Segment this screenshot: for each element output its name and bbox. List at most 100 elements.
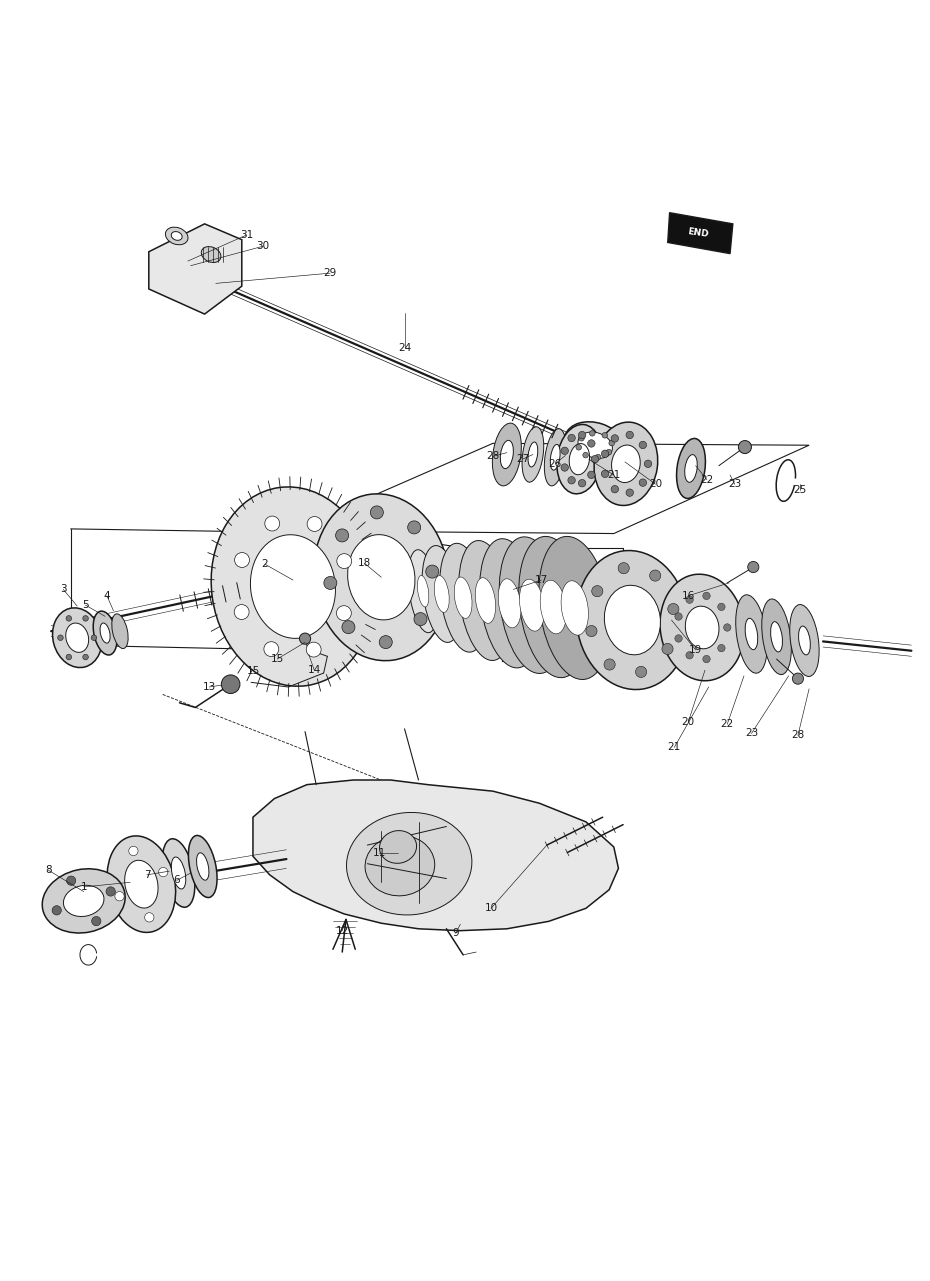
Circle shape (644, 460, 652, 468)
Text: 21: 21 (668, 743, 681, 752)
Ellipse shape (660, 574, 744, 680)
Ellipse shape (189, 835, 217, 898)
Circle shape (58, 635, 63, 640)
Ellipse shape (499, 537, 565, 674)
Text: 6: 6 (173, 875, 180, 885)
Circle shape (578, 436, 584, 441)
Circle shape (685, 652, 694, 658)
Text: 12: 12 (336, 926, 349, 935)
Circle shape (115, 892, 125, 901)
Text: 14: 14 (308, 665, 321, 675)
Ellipse shape (500, 441, 513, 469)
Circle shape (626, 432, 633, 438)
Circle shape (738, 441, 751, 453)
Ellipse shape (125, 861, 158, 908)
Ellipse shape (250, 534, 336, 638)
Circle shape (724, 624, 731, 632)
Circle shape (662, 643, 673, 655)
Circle shape (83, 616, 88, 621)
Circle shape (221, 675, 240, 693)
Ellipse shape (528, 442, 538, 468)
Ellipse shape (42, 869, 126, 933)
Text: 30: 30 (257, 241, 270, 251)
Ellipse shape (408, 550, 438, 633)
Circle shape (307, 516, 322, 532)
Ellipse shape (771, 621, 782, 652)
Ellipse shape (379, 830, 417, 863)
Text: 24: 24 (398, 343, 411, 354)
Text: 19: 19 (689, 644, 702, 655)
Ellipse shape (166, 227, 188, 245)
Ellipse shape (577, 551, 688, 689)
Ellipse shape (569, 443, 590, 475)
Text: 18: 18 (358, 559, 371, 569)
Circle shape (299, 633, 311, 644)
Text: 5: 5 (82, 601, 89, 610)
Circle shape (609, 441, 615, 446)
Circle shape (792, 673, 804, 684)
Ellipse shape (100, 623, 110, 643)
Text: 15: 15 (247, 666, 260, 676)
Polygon shape (253, 780, 618, 931)
Circle shape (265, 516, 280, 530)
Ellipse shape (551, 445, 560, 470)
Text: 1: 1 (80, 881, 87, 892)
Ellipse shape (211, 487, 375, 687)
Text: 28: 28 (791, 730, 804, 740)
Ellipse shape (196, 853, 209, 880)
Ellipse shape (544, 429, 566, 485)
Ellipse shape (684, 455, 698, 482)
Circle shape (568, 477, 576, 484)
Circle shape (568, 434, 576, 442)
Circle shape (578, 479, 586, 487)
Circle shape (639, 441, 646, 448)
Text: 3: 3 (60, 584, 67, 594)
Circle shape (591, 585, 603, 597)
Circle shape (83, 655, 88, 660)
Text: 20: 20 (682, 717, 695, 728)
Text: 25: 25 (793, 484, 806, 494)
Circle shape (234, 552, 249, 567)
Ellipse shape (53, 608, 101, 667)
Ellipse shape (171, 232, 182, 241)
Circle shape (337, 553, 352, 569)
Ellipse shape (66, 623, 88, 652)
Circle shape (588, 439, 595, 447)
Ellipse shape (434, 575, 449, 612)
Ellipse shape (538, 537, 611, 679)
Ellipse shape (107, 836, 176, 933)
Text: 27: 27 (516, 455, 529, 464)
Circle shape (379, 635, 392, 648)
Ellipse shape (790, 605, 819, 676)
Ellipse shape (492, 423, 522, 485)
Circle shape (588, 471, 595, 479)
Ellipse shape (561, 580, 589, 635)
Polygon shape (668, 213, 733, 254)
Circle shape (611, 485, 618, 493)
Ellipse shape (365, 835, 434, 895)
Circle shape (578, 432, 586, 439)
Text: 23: 23 (745, 729, 758, 739)
Text: 22: 22 (700, 474, 713, 484)
Circle shape (606, 450, 612, 455)
Circle shape (590, 430, 595, 436)
Ellipse shape (540, 580, 566, 634)
Circle shape (66, 616, 72, 621)
Circle shape (336, 529, 349, 542)
Text: 10: 10 (485, 903, 498, 913)
Ellipse shape (799, 626, 810, 655)
Circle shape (426, 565, 439, 578)
Circle shape (66, 655, 72, 660)
Circle shape (675, 612, 683, 620)
Ellipse shape (612, 445, 640, 483)
Circle shape (337, 606, 352, 620)
Ellipse shape (418, 575, 429, 607)
Ellipse shape (604, 585, 660, 655)
Circle shape (668, 603, 679, 615)
Circle shape (370, 506, 383, 519)
Text: 28: 28 (486, 451, 499, 461)
Ellipse shape (594, 423, 658, 506)
Ellipse shape (498, 579, 521, 628)
Ellipse shape (745, 619, 758, 649)
Text: 26: 26 (549, 459, 562, 469)
